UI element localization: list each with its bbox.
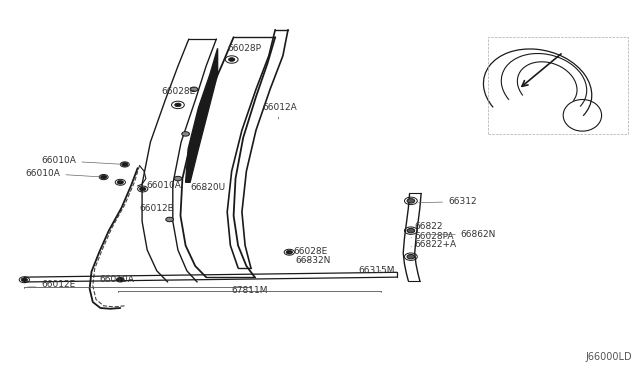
Circle shape (286, 250, 292, 254)
Circle shape (140, 187, 146, 191)
Circle shape (407, 254, 415, 259)
Text: 66028E: 66028E (161, 87, 196, 102)
Text: 66010A: 66010A (26, 169, 101, 178)
Circle shape (21, 278, 28, 282)
Text: 66862N: 66862N (425, 230, 496, 239)
Circle shape (122, 163, 128, 166)
Circle shape (117, 180, 124, 184)
Text: 66822+A: 66822+A (411, 240, 457, 249)
Text: 66010A: 66010A (42, 156, 122, 165)
Circle shape (190, 87, 198, 92)
Text: 67811M: 67811M (232, 286, 268, 295)
Text: 66012B: 66012B (140, 204, 174, 213)
Polygon shape (186, 48, 218, 182)
Text: 66820U: 66820U (191, 183, 226, 192)
Text: J66000LD: J66000LD (586, 352, 632, 362)
Circle shape (117, 278, 124, 282)
Text: 66010A: 66010A (99, 275, 134, 283)
Circle shape (407, 199, 415, 203)
Text: 66028PA: 66028PA (411, 232, 454, 241)
Circle shape (175, 103, 181, 107)
Circle shape (182, 132, 189, 136)
Circle shape (174, 176, 182, 181)
Circle shape (228, 58, 235, 61)
Circle shape (100, 175, 107, 179)
Text: 66028P: 66028P (227, 44, 261, 58)
Text: 66012A: 66012A (262, 103, 297, 119)
Text: 66315M: 66315M (358, 266, 395, 275)
Text: 66010A: 66010A (143, 182, 180, 190)
Text: 66012E: 66012E (27, 280, 76, 289)
Circle shape (407, 228, 415, 233)
Text: 66822: 66822 (411, 222, 444, 231)
Circle shape (166, 217, 173, 222)
Text: 66312: 66312 (419, 197, 477, 206)
Text: 66832N: 66832N (296, 256, 331, 265)
Text: 66028E: 66028E (289, 247, 328, 256)
